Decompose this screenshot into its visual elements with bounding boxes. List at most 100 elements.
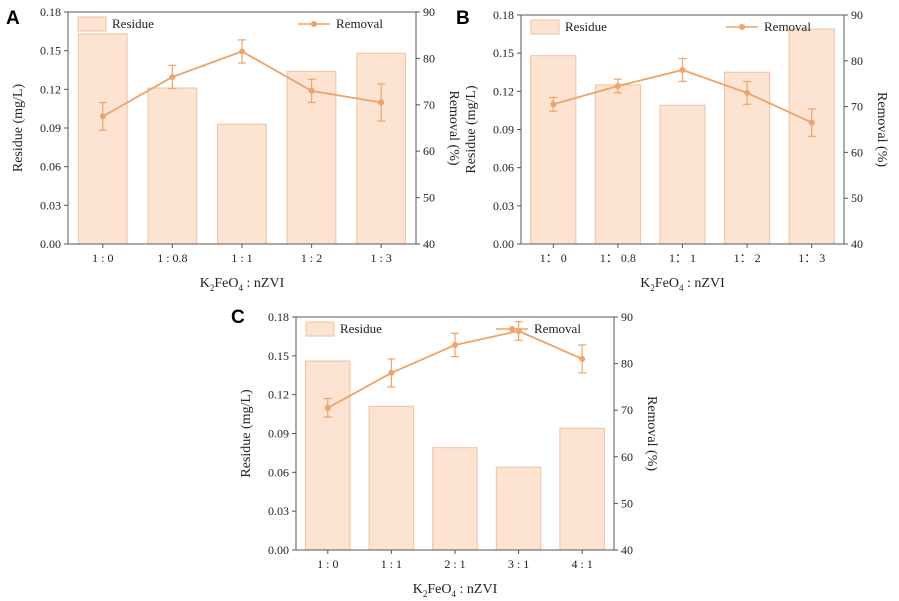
bar-3: [432, 447, 478, 551]
legend-line-label: Removal: [764, 19, 811, 34]
y-tick-label: 0.18: [40, 5, 61, 19]
panel-letter: B: [456, 8, 470, 29]
y-tick-label: 0.03: [40, 198, 61, 212]
bar-2: [594, 84, 641, 245]
removal-point-5: [808, 119, 815, 126]
y2-tick-label: 60: [621, 450, 633, 464]
y-tick-label: 0.09: [493, 123, 514, 137]
y2-tick-label: 60: [423, 144, 435, 158]
y-axis-title: Residue (mg/L): [239, 389, 254, 478]
x-tick-label: 1 : 1: [381, 557, 402, 571]
y2-tick-label: 40: [621, 543, 633, 557]
bar-1: [77, 33, 128, 245]
y-tick-label: 0.18: [493, 8, 514, 22]
x-tick-label: 1： 0: [540, 251, 567, 265]
legend-bar-label: Residue: [565, 19, 607, 34]
legend-line-label: Removal: [336, 16, 383, 31]
y2-tick-label: 80: [851, 54, 863, 68]
removal-point-5: [579, 355, 586, 362]
y-tick-label: 0.06: [40, 160, 61, 174]
y-axis-title: Residue (mg/L): [11, 84, 26, 173]
x-tick-label: 1 : 1: [231, 251, 252, 265]
removal-point-2: [388, 369, 395, 376]
x-tick-label: 1： 3: [798, 251, 825, 265]
y-tick-label: 0.15: [493, 46, 514, 60]
y-tick-label: 0.00: [268, 543, 289, 557]
removal-point-2: [169, 73, 176, 80]
y-tick-label: 0.15: [268, 349, 289, 363]
x-axis-title: K2FeO4 : nZVI: [413, 582, 498, 599]
panel-letter: C: [231, 307, 245, 328]
bar-3: [659, 104, 706, 245]
bar-4: [495, 466, 542, 551]
y2-tick-label: 50: [851, 191, 863, 205]
y2-tick-label: 50: [423, 191, 435, 205]
y-tick-label: 0.03: [268, 504, 289, 518]
x-tick-label: 4 : 1: [572, 557, 593, 571]
removal-point-1: [550, 101, 557, 108]
y2-tick-label: 70: [621, 403, 633, 417]
y2-tick-label: 90: [851, 8, 863, 22]
x-tick-label: 1： 0.8: [600, 251, 636, 265]
y-tick-label: 0.00: [493, 237, 514, 251]
y-tick-label: 0.09: [268, 427, 289, 441]
bar-2: [147, 87, 198, 245]
legend-line-marker: [311, 21, 317, 27]
legend-bar-swatch: [530, 19, 560, 35]
x-tick-label: 2 : 1: [444, 557, 465, 571]
y-tick-label: 0.06: [268, 465, 289, 479]
legend-bar-swatch: [77, 16, 107, 32]
removal-point-4: [744, 89, 751, 96]
y2-tick-label: 40: [423, 237, 435, 251]
x-axis-title: K2FeO4 : nZVI: [640, 276, 725, 293]
y2-tick-label: 90: [423, 5, 435, 19]
removal-point-1: [324, 404, 331, 411]
x-tick-label: 1： 1: [669, 251, 696, 265]
bar-5: [356, 52, 406, 245]
bar-1: [530, 55, 577, 245]
y2-axis-title: Removal (%): [644, 396, 659, 471]
chart-panel-c: C 0.00 0.03 0.06 0.09 0.12 0.15 0.18 40 50 60 70 80 9…: [231, 307, 659, 599]
x-axis-title: K2FeO4 : nZVI: [200, 276, 285, 293]
y-tick-label: 0.09: [40, 121, 61, 135]
y2-tick-label: 70: [423, 98, 435, 112]
legend-bar-label: Residue: [340, 321, 382, 336]
y2-tick-label: 80: [621, 357, 633, 371]
x-tick-label: 1： 2: [734, 251, 761, 265]
x-tick-label: 1 : 3: [371, 251, 392, 265]
y2-axis-title: Removal (%): [446, 90, 461, 165]
y2-tick-label: 90: [621, 310, 633, 324]
bar-1: [305, 360, 351, 551]
removal-point-1: [99, 113, 106, 120]
removal-point-5: [378, 99, 385, 106]
y-tick-label: 0.03: [493, 199, 514, 213]
panel-letter: A: [6, 8, 20, 29]
y-axis-title: Residue (mg/L): [464, 85, 479, 174]
x-tick-label: 3 : 1: [508, 557, 529, 571]
y2-tick-label: 80: [423, 51, 435, 65]
y2-tick-label: 40: [851, 237, 863, 251]
y-tick-label: 0.12: [493, 84, 514, 98]
x-tick-label: 1 : 2: [301, 251, 322, 265]
legend-line-marker: [509, 326, 515, 332]
y2-tick-label: 50: [621, 496, 633, 510]
legend-line-marker: [739, 24, 745, 30]
y2-tick-label: 70: [851, 100, 863, 114]
y2-tick-label: 60: [851, 145, 863, 159]
bar-2: [368, 405, 415, 551]
x-tick-label: 1 : 0: [92, 251, 113, 265]
chart-panel-a: A 0.00 0.03 0.06 0.09 0.12 0.15 0.18 40 50 60 70 80 9…: [6, 5, 461, 293]
y2-axis-title: Removal (%): [874, 92, 889, 167]
removal-point-3: [452, 341, 458, 348]
x-tick-label: 1 : 0: [317, 557, 338, 571]
removal-point-4: [308, 87, 315, 94]
bar-5: [559, 427, 605, 551]
removal-point-3: [679, 66, 686, 73]
legend-bar-label: Residue: [112, 16, 154, 31]
chart-panel-b: B 0.00 0.03 0.06 0.09 0.12 0.15 0.18 40 50 60 70 80 9…: [456, 8, 889, 293]
legend-bar-swatch: [305, 321, 335, 337]
y-tick-label: 0.18: [268, 310, 289, 324]
y-tick-label: 0.12: [268, 388, 289, 402]
legend-line-label: Removal: [534, 321, 581, 336]
